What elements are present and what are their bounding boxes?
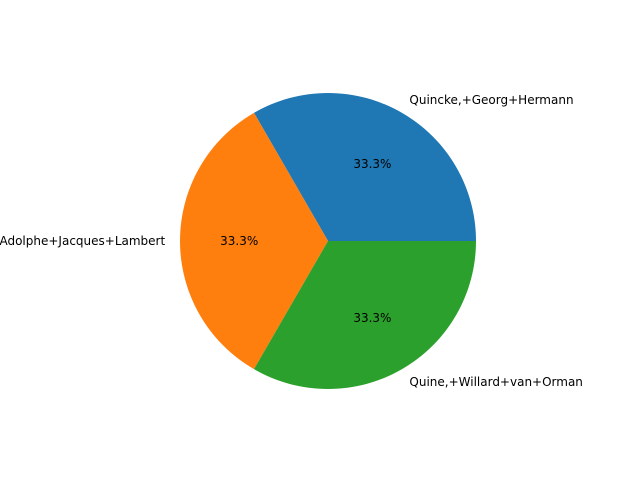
pie-slice-category-label: Quincke,+Georg+Hermann xyxy=(409,93,573,107)
pie-slice-quincke-georg-hermann xyxy=(254,93,476,242)
pie-slice-quine-willard-van-orman xyxy=(254,241,476,389)
pie-labels: 33.3% Quincke,+Georg+Hermann 33.3% Quetelet… xyxy=(0,93,583,389)
pie-slice-percent-label: 33.3% xyxy=(220,234,258,248)
pie-slice-category-label: Quetelet,+Adolphe+Jacques+Lambert xyxy=(0,234,165,248)
pie-slice-percent-label: 33.3% xyxy=(353,157,391,171)
pie-slice-category-label: Quine,+Willard+van+Orman xyxy=(409,375,583,389)
pie-slice-percent-label: 33.3% xyxy=(353,311,391,325)
pie-slices xyxy=(179,93,476,389)
